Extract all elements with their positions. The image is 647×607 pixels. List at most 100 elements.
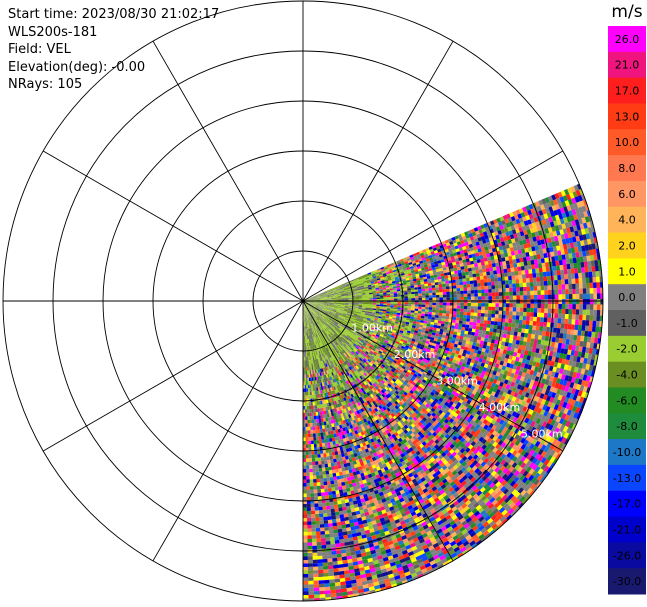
velocity-gate — [526, 337, 531, 343]
velocity-gate — [381, 269, 386, 273]
velocity-gate — [338, 314, 349, 320]
velocity-gate — [456, 314, 460, 318]
velocity-gate — [442, 332, 447, 336]
velocity-gate — [425, 304, 429, 308]
velocity-gate — [370, 328, 375, 332]
velocity-gate — [341, 324, 346, 327]
velocity-gate — [552, 451, 559, 459]
velocity-gate — [567, 376, 573, 383]
velocity-gate — [391, 349, 396, 354]
velocity-gate — [393, 287, 397, 291]
velocity-gate — [556, 422, 563, 430]
velocity-gate — [572, 371, 578, 379]
velocity-gate — [559, 244, 564, 251]
velocity-gate — [404, 304, 408, 307]
velocity-gate — [503, 379, 509, 385]
velocity-gate — [337, 292, 341, 295]
velocity-gate — [438, 284, 443, 288]
velocity-gate — [384, 268, 389, 272]
velocity-gate — [497, 321, 502, 326]
velocity-gate — [465, 258, 470, 263]
velocity-gate — [423, 251, 428, 255]
velocity-gate — [428, 302, 433, 306]
velocity-gate — [500, 386, 506, 392]
velocity-gate — [389, 288, 394, 291]
velocity-gate — [498, 303, 503, 308]
velocity-gate — [505, 422, 511, 429]
velocity-gate — [417, 289, 422, 292]
velocity-gate — [306, 301, 310, 303]
velocity-gate — [313, 303, 317, 306]
velocity-gate — [404, 325, 409, 329]
velocity-gate — [477, 286, 482, 290]
velocity-gate — [558, 400, 565, 407]
velocity-gate — [313, 297, 317, 299]
velocity-gate — [522, 316, 527, 321]
velocity-gate — [379, 298, 384, 301]
velocity-gate — [524, 328, 529, 334]
velocity-gate — [573, 262, 578, 269]
velocity-gate — [478, 269, 483, 274]
velocity-gate — [512, 339, 517, 345]
velocity-gate — [557, 429, 563, 436]
velocity-gate — [350, 321, 361, 327]
velocity-gate — [558, 337, 563, 344]
velocity-gate — [483, 323, 488, 328]
velocity-gate — [498, 314, 503, 319]
velocity-gate — [451, 258, 456, 263]
velocity-gate — [501, 337, 507, 343]
velocity-gate — [313, 301, 321, 303]
velocity-gate — [498, 245, 504, 251]
velocity-gate — [513, 335, 518, 341]
velocity-gate — [435, 292, 440, 296]
velocity-gate — [467, 391, 472, 397]
velocity-gate — [413, 314, 418, 318]
velocity-gate — [411, 306, 415, 309]
velocity-gate — [558, 441, 565, 449]
velocity-gate — [543, 312, 548, 318]
velocity-gate — [347, 293, 352, 295]
velocity-gate — [500, 410, 506, 416]
velocity-gate — [571, 278, 576, 285]
velocity-gate — [561, 254, 566, 260]
velocity-gate — [465, 274, 470, 279]
velocity-gate — [407, 339, 412, 343]
velocity-gate — [574, 196, 580, 203]
velocity-gate — [471, 270, 476, 275]
velocity-gate — [551, 381, 557, 388]
velocity-gate — [437, 323, 442, 327]
velocity-gate — [484, 348, 490, 354]
velocity-gate — [490, 320, 495, 325]
velocity-gate — [529, 415, 535, 422]
velocity-gate — [371, 286, 376, 289]
velocity-gate — [575, 283, 580, 289]
velocity-gate — [571, 388, 577, 395]
velocity-gate — [351, 297, 363, 299]
velocity-gate — [446, 353, 451, 358]
velocity-gate — [335, 312, 343, 317]
velocity-gate — [337, 295, 345, 298]
velocity-gate — [412, 345, 417, 350]
velocity-gate — [582, 277, 586, 284]
velocity-gate — [589, 298, 594, 305]
velocity-gate — [561, 212, 567, 219]
velocity-gate — [453, 356, 458, 361]
velocity-gate — [533, 290, 538, 296]
velocity-gate — [380, 340, 385, 344]
velocity-gate — [578, 272, 583, 279]
velocity-gate — [474, 249, 479, 254]
velocity-gate — [337, 292, 345, 295]
velocity-gate — [495, 303, 499, 308]
velocity-gate — [574, 267, 579, 274]
velocity-gate — [549, 436, 555, 444]
velocity-gate — [519, 431, 526, 438]
velocity-gate — [396, 289, 401, 292]
velocity-gate — [439, 383, 445, 388]
velocity-gate — [592, 320, 597, 327]
velocity-gate — [521, 421, 528, 428]
velocity-gate — [443, 272, 448, 276]
velocity-gate — [448, 336, 453, 341]
velocity-gate — [475, 255, 481, 260]
velocity-gate — [386, 264, 391, 268]
velocity-gate — [526, 282, 531, 287]
